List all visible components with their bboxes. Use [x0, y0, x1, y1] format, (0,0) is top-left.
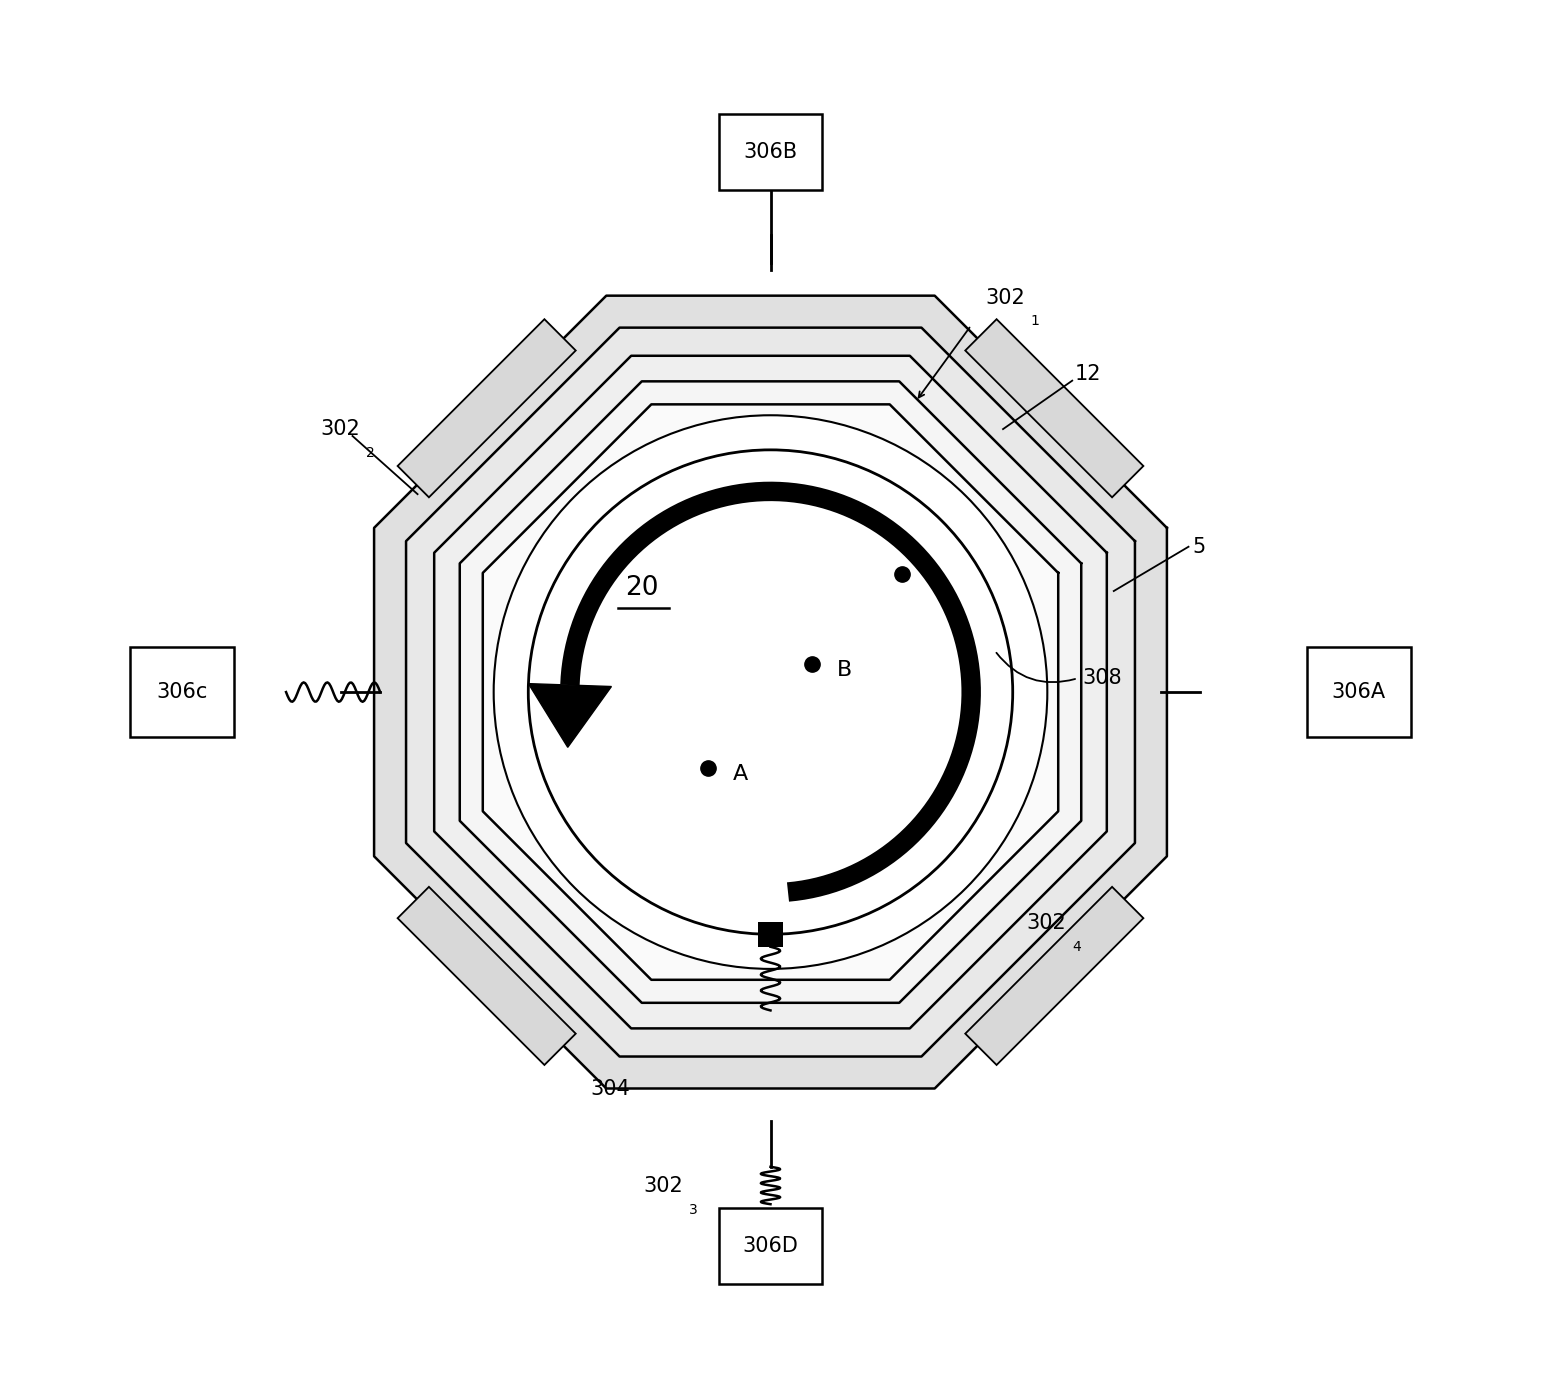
Polygon shape	[459, 382, 1082, 1002]
Text: 304: 304	[590, 1079, 630, 1099]
FancyBboxPatch shape	[1307, 647, 1410, 737]
Text: 306D: 306D	[743, 1236, 798, 1255]
Text: C: C	[926, 570, 943, 590]
FancyBboxPatch shape	[718, 115, 823, 190]
Text: 302: 302	[985, 288, 1025, 308]
Text: 12: 12	[1076, 363, 1102, 383]
Polygon shape	[398, 886, 576, 1065]
Polygon shape	[965, 319, 1143, 498]
Polygon shape	[374, 295, 1167, 1089]
Text: 306c: 306c	[157, 682, 208, 702]
Text: B: B	[837, 660, 852, 679]
Polygon shape	[482, 404, 1059, 980]
Text: 5: 5	[1193, 537, 1207, 556]
Polygon shape	[965, 886, 1143, 1065]
Text: 302: 302	[1026, 913, 1066, 934]
Text: 302: 302	[321, 419, 361, 439]
FancyBboxPatch shape	[718, 1208, 823, 1283]
Text: 4: 4	[1073, 939, 1080, 953]
Polygon shape	[435, 355, 1106, 1029]
Text: 302: 302	[643, 1176, 683, 1197]
FancyBboxPatch shape	[758, 921, 783, 946]
Text: 308: 308	[1082, 668, 1122, 688]
Text: 2: 2	[367, 446, 374, 460]
Circle shape	[493, 415, 1048, 969]
Text: 1: 1	[1031, 315, 1040, 329]
Polygon shape	[529, 684, 612, 748]
Text: 306A: 306A	[1331, 682, 1385, 702]
Text: 3: 3	[689, 1202, 698, 1216]
Polygon shape	[407, 327, 1134, 1057]
Circle shape	[529, 450, 1012, 934]
Text: 20: 20	[626, 575, 658, 601]
FancyBboxPatch shape	[131, 647, 234, 737]
Text: 306B: 306B	[743, 143, 798, 162]
Polygon shape	[398, 319, 576, 498]
Text: A: A	[734, 763, 749, 784]
